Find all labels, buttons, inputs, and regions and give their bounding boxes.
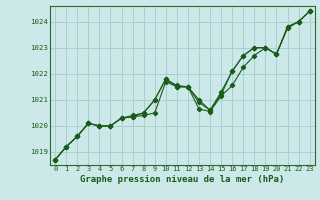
X-axis label: Graphe pression niveau de la mer (hPa): Graphe pression niveau de la mer (hPa) <box>80 175 284 184</box>
